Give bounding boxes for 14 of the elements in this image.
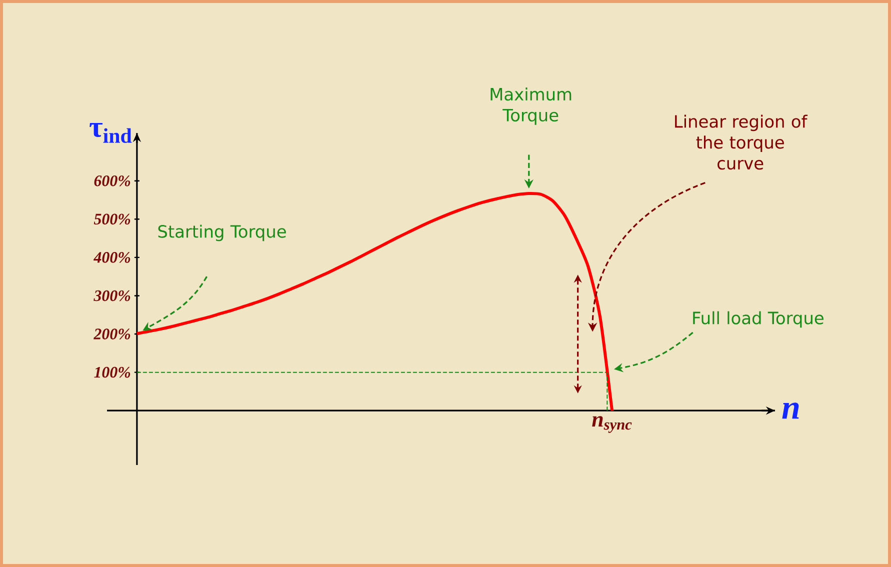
y-tick-label: 100% <box>94 366 130 378</box>
line-series <box>135 192 614 412</box>
text: n <box>782 402 799 419</box>
y-tick-label: 200% <box>94 328 130 340</box>
text: Maximum Torque <box>490 88 572 125</box>
y-tick-label: 600% <box>94 175 130 186</box>
y-tick-label: 300% <box>94 290 130 302</box>
annotation: Starting Torque <box>158 224 286 242</box>
y-tick-label: 500% <box>94 214 130 225</box>
y-axis-title: τ$_{ind}$ <box>90 123 132 143</box>
text: Linear region of the torque curve <box>675 114 808 170</box>
y-tick-label: 400% <box>93 252 130 263</box>
annotation: n$_{sync}$ <box>592 416 632 433</box>
text: Full load Torque <box>693 311 824 328</box>
